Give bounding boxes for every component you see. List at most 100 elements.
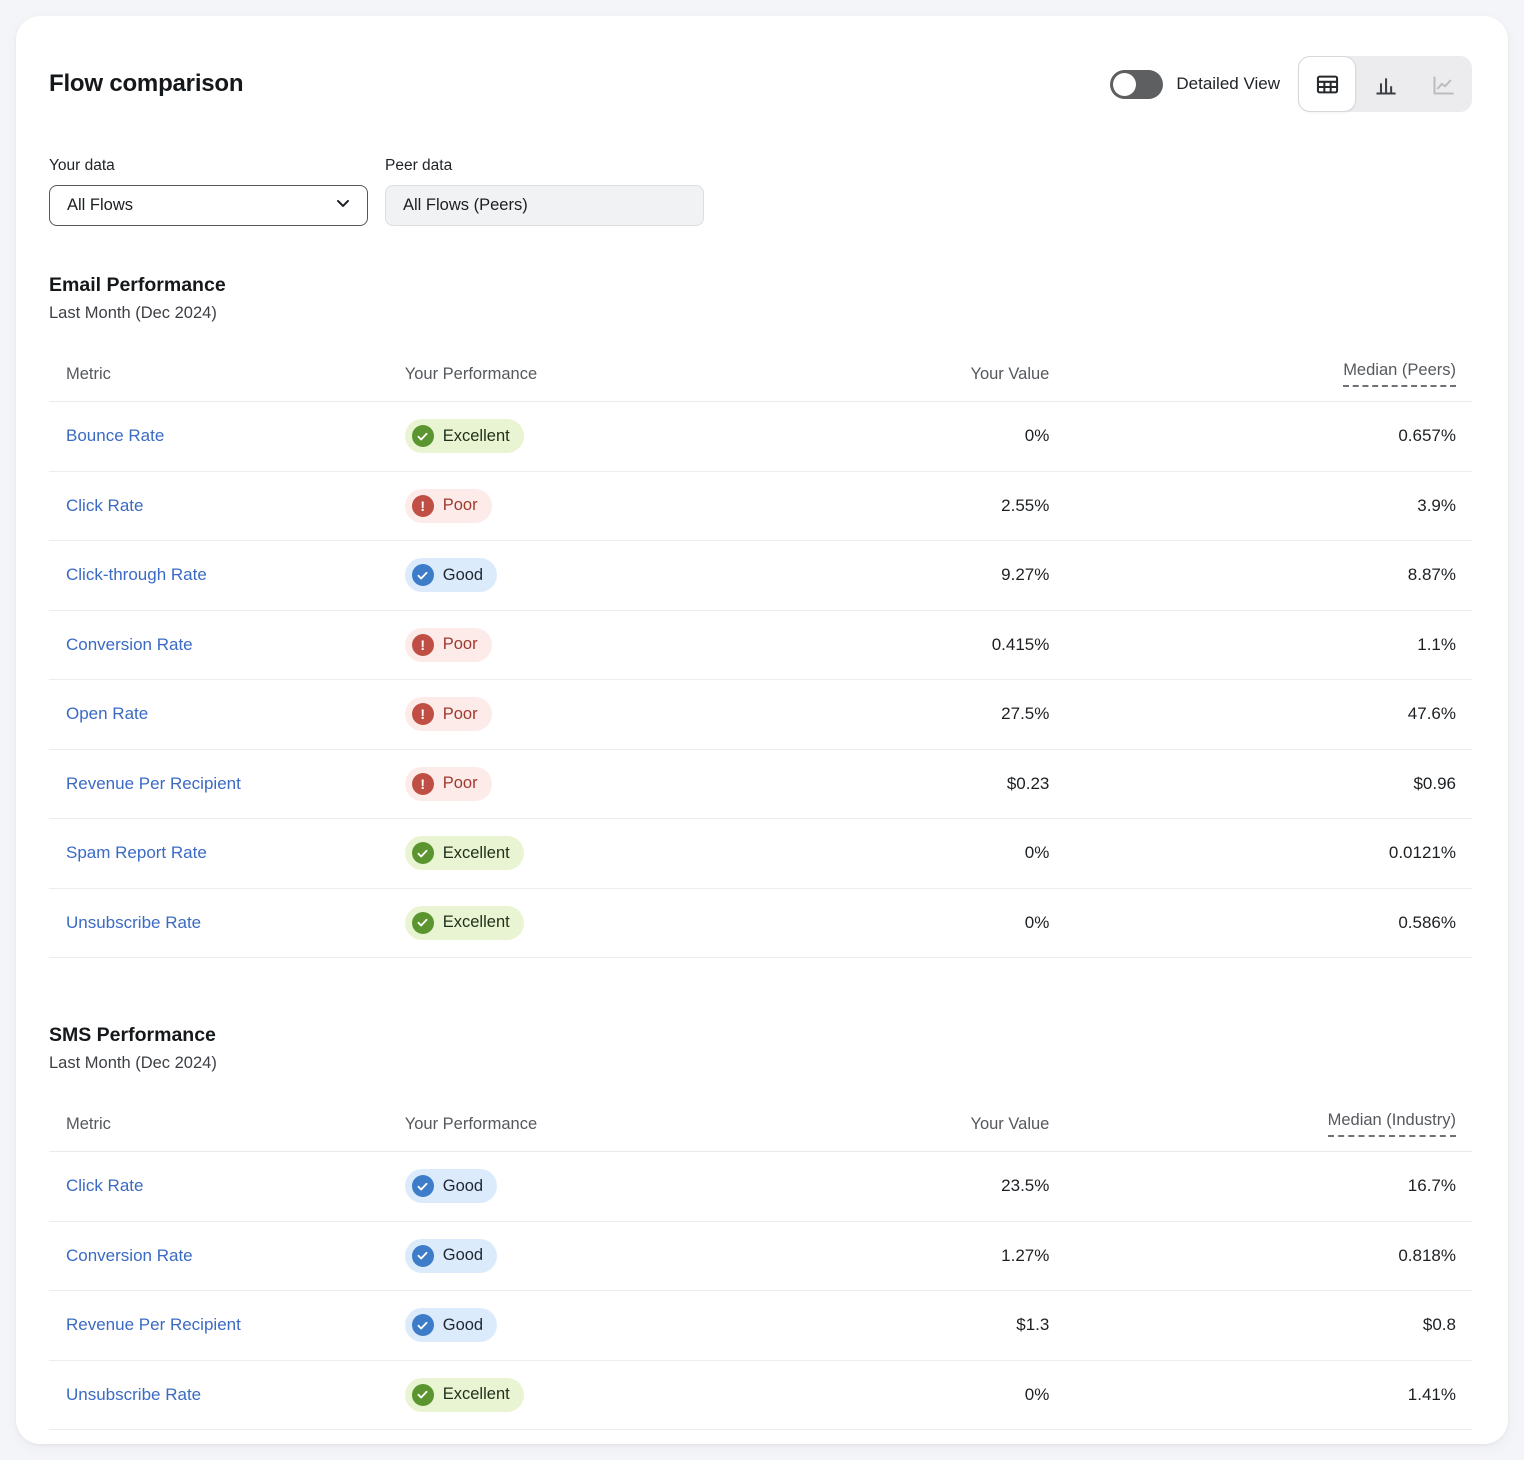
metric-cell: Click-through Rate [49,565,405,585]
table-row: Unsubscribe Rate Excellent 0% 1.41% [49,1361,1472,1430]
median-tooltip-label[interactable]: Median (Industry) [1327,1111,1456,1137]
metric-cell: Revenue Per Recipient [49,1315,405,1335]
your-value: 2.55% [1001,495,1050,515]
table-row: Conversion Rate Good 1.27% 0.818% [49,1222,1472,1291]
metric-cell: Revenue Per Recipient [49,774,405,794]
your-value: 0% [1024,426,1050,446]
metric-link[interactable]: Revenue Per Recipient [66,773,241,793]
your-value: 0% [1024,1384,1050,1404]
performance-badge: Good [404,558,498,593]
median-value: 16.7% [1407,1176,1456,1196]
metric-cell: Click Rate [49,1176,405,1196]
your-data-select[interactable]: All Flows [49,185,368,226]
metric-link[interactable]: Unsubscribe Rate [66,912,202,932]
peer-data-value: All Flows (Peers) [403,196,528,214]
flow-comparison-card: Flow comparison Detailed View [16,16,1508,1444]
median-value: $0.8 [1422,1315,1456,1335]
metric-cell: Bounce Rate [49,426,405,446]
column-header-performance: Your Performance [404,1114,538,1133]
exclamation-icon: ! [411,633,434,656]
table-row: Revenue Per Recipient Good $1.3 $0.8 [49,1291,1472,1361]
performance-cell: Good [404,558,761,593]
card-header: Flow comparison Detailed View [49,56,1472,112]
table-row: Click-through Rate Good 9.27% 8.87% [49,541,1472,611]
metric-link[interactable]: Click-through Rate [66,565,207,585]
performance-badge: Excellent [404,419,524,454]
metric-link[interactable]: Click Rate [66,495,144,515]
check-icon [411,564,434,587]
performance-cell: ! Poor [404,697,761,732]
table-row: Click Rate! Poor 2.55% 3.9% [49,472,1472,541]
performance-rating-label: Excellent [442,1385,510,1404]
table-header-row: Metric Your Performance Your Value Median (… [49,361,1472,402]
performance-rating-label: Poor [442,496,478,515]
metric-link[interactable]: Conversion Rate [66,1245,193,1265]
line-chart-icon [1430,71,1457,98]
performance-rating-label: Good [442,1176,484,1195]
metric-link[interactable]: Revenue Per Recipient [66,1315,241,1335]
median-value: 1.41% [1407,1384,1456,1404]
your-value: 23.5% [1001,1176,1050,1196]
your-data-selected-value: All Flows [67,196,134,214]
table-icon [1314,71,1341,98]
your-value: 9.27% [1001,565,1050,585]
your-value: 0% [1024,843,1050,863]
bar-chart-view-button[interactable] [1356,56,1414,112]
metric-link[interactable]: Bounce Rate [66,426,165,446]
performance-badge: Good [404,1169,498,1204]
section-subtitle: Last Month (Dec 2024) [49,304,217,322]
chevron-down-icon [333,193,353,218]
performance-rating-label: Good [442,1315,484,1334]
peer-data-label: Peer data [385,157,453,174]
metric-link[interactable]: Unsubscribe Rate [66,1384,202,1404]
table-row: Bounce Rate Excellent 0% 0.657% [49,402,1472,472]
column-header-median: Median (Industry) [1049,1111,1472,1137]
line-chart-view-button[interactable] [1414,56,1472,112]
check-icon [411,425,434,448]
view-switcher [1298,56,1472,112]
exclamation-icon: ! [411,703,434,726]
peer-data-field: All Flows (Peers) [385,185,704,226]
performance-badge: Good [404,1238,498,1273]
metric-cell: Unsubscribe Rate [49,1385,405,1405]
check-icon [411,1244,434,1267]
your-value: $0.23 [1006,773,1050,793]
table-row: Conversion Rate! Poor 0.415% 1.1% [49,611,1472,680]
performance-rating-label: Excellent [442,843,510,862]
section-subtitle: Last Month (Dec 2024) [49,1054,217,1072]
performance-rating-label: Excellent [442,913,510,932]
check-icon [411,842,434,865]
column-header-metric: Metric [66,364,111,383]
performance-cell: Excellent [404,419,761,454]
performance-rating-label: Poor [442,774,478,793]
performance-badge: Excellent [404,836,524,871]
metric-link[interactable]: Open Rate [66,704,149,724]
median-value: 0.586% [1398,912,1456,932]
table-view-button[interactable] [1298,56,1356,112]
detailed-view-toggle-group: Detailed View [1110,69,1280,99]
median-value: 8.87% [1407,565,1456,585]
table-header-row: Metric Your Performance Your Value Median (… [49,1111,1472,1152]
column-header-your-value: Your Value [970,1114,1050,1133]
detailed-view-toggle[interactable] [1110,69,1164,99]
your-data-filter: Your data All Flows [49,157,368,226]
exclamation-icon: ! [411,494,434,517]
performance-badge: Excellent [404,1377,524,1412]
detailed-view-label: Detailed View [1176,74,1280,93]
median-tooltip-label[interactable]: Median (Peers) [1343,361,1456,387]
performance-badge: ! Poor [404,697,492,732]
metric-link[interactable]: Click Rate [66,1176,144,1196]
metric-link[interactable]: Conversion Rate [66,634,193,654]
metric-link[interactable]: Spam Report Rate [66,843,207,863]
median-value: 3.9% [1417,495,1456,515]
check-icon [411,1175,434,1198]
median-value: 1.1% [1417,634,1456,654]
metric-cell: Open Rate [49,704,405,724]
metric-cell: Click Rate [49,496,405,516]
performance-rating-label: Excellent [442,426,510,445]
section-title: Email Performance [49,274,226,296]
column-header-performance: Your Performance [404,364,538,383]
table-row: Unsubscribe Rate Excellent 0% 0.586% [49,889,1472,958]
performance-cell: Excellent [404,1377,761,1412]
metric-cell: Conversion Rate [49,635,405,655]
